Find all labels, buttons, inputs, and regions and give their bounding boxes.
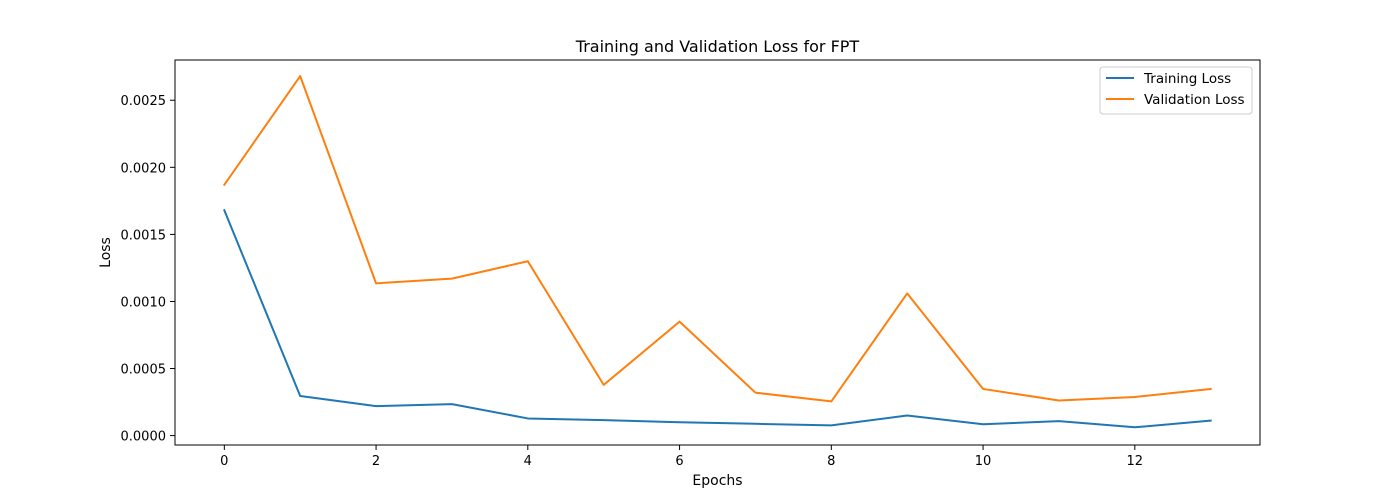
legend-label-validation-loss: Validation Loss [1144, 92, 1245, 108]
x-axis-label: Epochs [692, 473, 742, 489]
plot-area [174, 59, 1261, 446]
chart-title: Training and Validation Loss for FPT [575, 37, 860, 56]
y-tick-label-0.0025: 0.0025 [121, 94, 167, 109]
legend: Training Loss Validation Loss [1099, 66, 1253, 115]
x-tick-label-10: 10 [975, 454, 992, 469]
x-axis: 0 2 4 6 8 10 12 [220, 445, 1143, 469]
y-tick-label-0.0005: 0.0005 [121, 363, 167, 378]
x-tick-label-2: 2 [372, 454, 380, 469]
x-tick-label-4: 4 [524, 454, 532, 469]
series-layer [222, 75, 1212, 429]
legend-box [1099, 66, 1253, 115]
x-tick-label-8: 8 [827, 454, 835, 469]
x-tick-label-12: 12 [1127, 454, 1144, 469]
series-line-validation-loss [222, 75, 1212, 403]
x-tick-label-0: 0 [220, 454, 228, 469]
y-axis: 0.0000 0.0005 0.0010 0.0015 0.0020 0.0025 [121, 94, 175, 445]
y-axis-label: Loss [98, 237, 114, 268]
y-tick-label-0.0015: 0.0015 [121, 228, 167, 243]
legend-label-training-loss: Training Loss [1143, 71, 1231, 87]
x-tick-label-6: 6 [675, 454, 683, 469]
y-tick-label-0.0020: 0.0020 [121, 161, 167, 176]
series-line-training-loss [223, 208, 1212, 429]
y-tick-label-0.0000: 0.0000 [121, 430, 167, 445]
y-tick-label-0.0010: 0.0010 [121, 295, 167, 310]
